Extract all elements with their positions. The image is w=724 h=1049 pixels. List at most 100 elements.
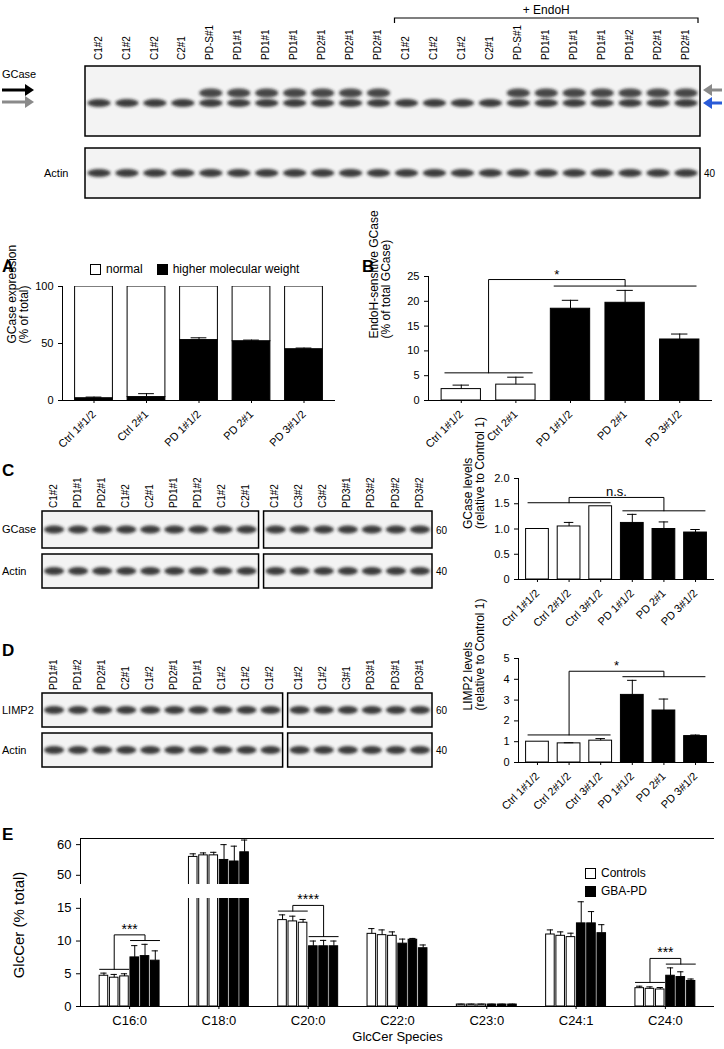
svg-text:50: 50 (57, 867, 71, 882)
svg-text:*: * (614, 658, 619, 673)
svg-text:C: C (2, 461, 14, 480)
svg-text:PD 1#1/2: PD 1#1/2 (595, 770, 636, 811)
svg-text:C1#2: C1#2 (121, 36, 132, 60)
svg-text:Ctrl 2#1: Ctrl 2#1 (484, 408, 520, 444)
svg-text:PD2#1: PD2#1 (372, 29, 383, 60)
svg-text:PD 2#1: PD 2#1 (595, 408, 629, 442)
svg-text:E: E (2, 825, 13, 844)
svg-text:PD1#1: PD1#1 (232, 29, 243, 60)
svg-text:PD3#1: PD3#1 (365, 659, 376, 690)
svg-text:C24:1: C24:1 (559, 1013, 594, 1028)
svg-text:PD1#1: PD1#1 (168, 477, 179, 508)
svg-text:1.0: 1.0 (494, 523, 509, 535)
svg-text:PD1#1: PD1#1 (192, 659, 203, 690)
svg-text:15: 15 (407, 320, 419, 332)
svg-text:C3#2: C3#2 (317, 484, 328, 508)
svg-text:0: 0 (503, 756, 509, 768)
svg-text:GCase expression(% of total): GCase expression(% of total) (5, 245, 31, 344)
svg-text:C1#2: C1#2 (149, 36, 160, 60)
svg-text:C24:0: C24:0 (648, 1013, 683, 1028)
svg-text:+ EndoH: + EndoH (523, 3, 570, 17)
svg-text:C1#2: C1#2 (317, 666, 328, 690)
svg-text:C1#2: C1#2 (400, 36, 411, 60)
svg-text:C1#2: C1#2 (456, 36, 467, 60)
svg-text:GlcCer Species: GlcCer Species (352, 1029, 443, 1044)
svg-text:PD2#1: PD2#1 (652, 29, 663, 60)
svg-text:***: *** (657, 944, 674, 960)
svg-text:Actin: Actin (44, 167, 68, 179)
svg-text:PD2#1: PD2#1 (344, 29, 355, 60)
svg-text:1: 1 (503, 735, 509, 747)
svg-text:40: 40 (704, 168, 716, 179)
svg-text:4: 4 (503, 673, 509, 685)
svg-text:PD2#1: PD2#1 (680, 29, 691, 60)
svg-text:PD1#1: PD1#1 (48, 659, 59, 690)
svg-text:LIMP2 levels(relative to Contr: LIMP2 levels(relative to Control 1) (461, 598, 487, 710)
svg-text:PD2#1: PD2#1 (168, 659, 179, 690)
svg-text:PD1#2: PD1#2 (72, 659, 83, 690)
svg-text:20: 20 (407, 295, 419, 307)
svg-text:Ctrl 2#1: Ctrl 2#1 (115, 408, 151, 444)
svg-text:PD3#2: PD3#2 (390, 477, 401, 508)
svg-text:GCase levels(relative to Contr: GCase levels(relative to Control 1) (461, 417, 487, 529)
svg-text:C1#2: C1#2 (144, 666, 155, 690)
svg-text:PD 1#1/2: PD 1#1/2 (595, 587, 636, 628)
svg-text:0: 0 (64, 999, 71, 1014)
svg-text:PD 3#1/2: PD 3#1/2 (659, 587, 700, 628)
svg-text:GlcCer (% total): GlcCer (% total) (10, 872, 27, 979)
svg-text:0: 0 (47, 394, 53, 406)
svg-text:GCase: GCase (2, 523, 36, 535)
svg-text:5: 5 (64, 966, 71, 981)
svg-text:C1#2: C1#2 (428, 36, 439, 60)
svg-text:PD-S#1: PD-S#1 (512, 25, 523, 60)
svg-text:10: 10 (57, 933, 71, 948)
svg-text:5: 5 (503, 652, 509, 664)
svg-text:PD3#2: PD3#2 (414, 477, 425, 508)
svg-text:C20:0: C20:0 (291, 1013, 326, 1028)
svg-text:GCase: GCase (2, 68, 36, 80)
svg-text:C22:0: C22:0 (380, 1013, 415, 1028)
svg-text:A: A (2, 257, 14, 276)
svg-text:0: 0 (503, 573, 509, 585)
svg-text:PD 1#1/2: PD 1#1/2 (533, 408, 574, 449)
svg-text:60: 60 (436, 525, 448, 536)
svg-text:C2#1: C2#1 (240, 484, 251, 508)
svg-text:40: 40 (436, 745, 448, 756)
svg-text:EndoH-sensitive GCase(% of tot: EndoH-sensitive GCase(% of total GCase) (367, 210, 393, 338)
svg-text:****: **** (297, 891, 319, 907)
svg-text:PD1#1: PD1#1 (72, 477, 83, 508)
svg-text:C1#2: C1#2 (269, 484, 280, 508)
svg-text:PD1#1: PD1#1 (568, 29, 579, 60)
svg-text:50: 50 (41, 337, 53, 349)
svg-text:5: 5 (413, 369, 419, 381)
svg-text:C18:0: C18:0 (202, 1013, 237, 1028)
svg-text:C2#1: C2#1 (484, 36, 495, 60)
svg-text:0: 0 (413, 394, 419, 406)
svg-text:n.s.: n.s. (606, 484, 627, 499)
svg-text:PD2#1: PD2#1 (96, 477, 107, 508)
svg-text:10: 10 (407, 344, 419, 356)
svg-text:3: 3 (503, 694, 509, 706)
svg-text:PD1#2: PD1#2 (192, 477, 203, 508)
svg-text:C2#1: C2#1 (144, 484, 155, 508)
svg-text:Actin: Actin (2, 565, 26, 577)
svg-text:C3#1: C3#1 (341, 666, 352, 690)
svg-text:PD1#1: PD1#1 (260, 29, 271, 60)
svg-text:PD3#2: PD3#2 (365, 477, 376, 508)
svg-text:PD1#1: PD1#1 (596, 29, 607, 60)
svg-text:Ctrl 1#1/2: Ctrl 1#1/2 (423, 408, 465, 450)
svg-text:PD2#1: PD2#1 (96, 659, 107, 690)
svg-text:25: 25 (407, 270, 419, 282)
svg-text:PD 2#1: PD 2#1 (221, 408, 255, 442)
svg-text:PD3#1: PD3#1 (341, 477, 352, 508)
svg-text:PD 3#1/2: PD 3#1/2 (643, 408, 684, 449)
svg-text:D: D (2, 641, 14, 660)
svg-text:100: 100 (35, 280, 53, 292)
svg-text:C1#2: C1#2 (93, 36, 104, 60)
svg-text:C1#2: C1#2 (48, 484, 59, 508)
svg-text:Ctrl 1#1/2: Ctrl 1#1/2 (56, 408, 98, 450)
svg-text:PD 1#1/2: PD 1#1/2 (162, 408, 203, 449)
svg-text:60: 60 (57, 837, 71, 852)
svg-text:C1#2: C1#2 (216, 666, 227, 690)
svg-text:2.0: 2.0 (494, 472, 509, 484)
